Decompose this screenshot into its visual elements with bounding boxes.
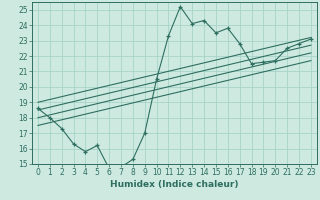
X-axis label: Humidex (Indice chaleur): Humidex (Indice chaleur) — [110, 180, 239, 189]
